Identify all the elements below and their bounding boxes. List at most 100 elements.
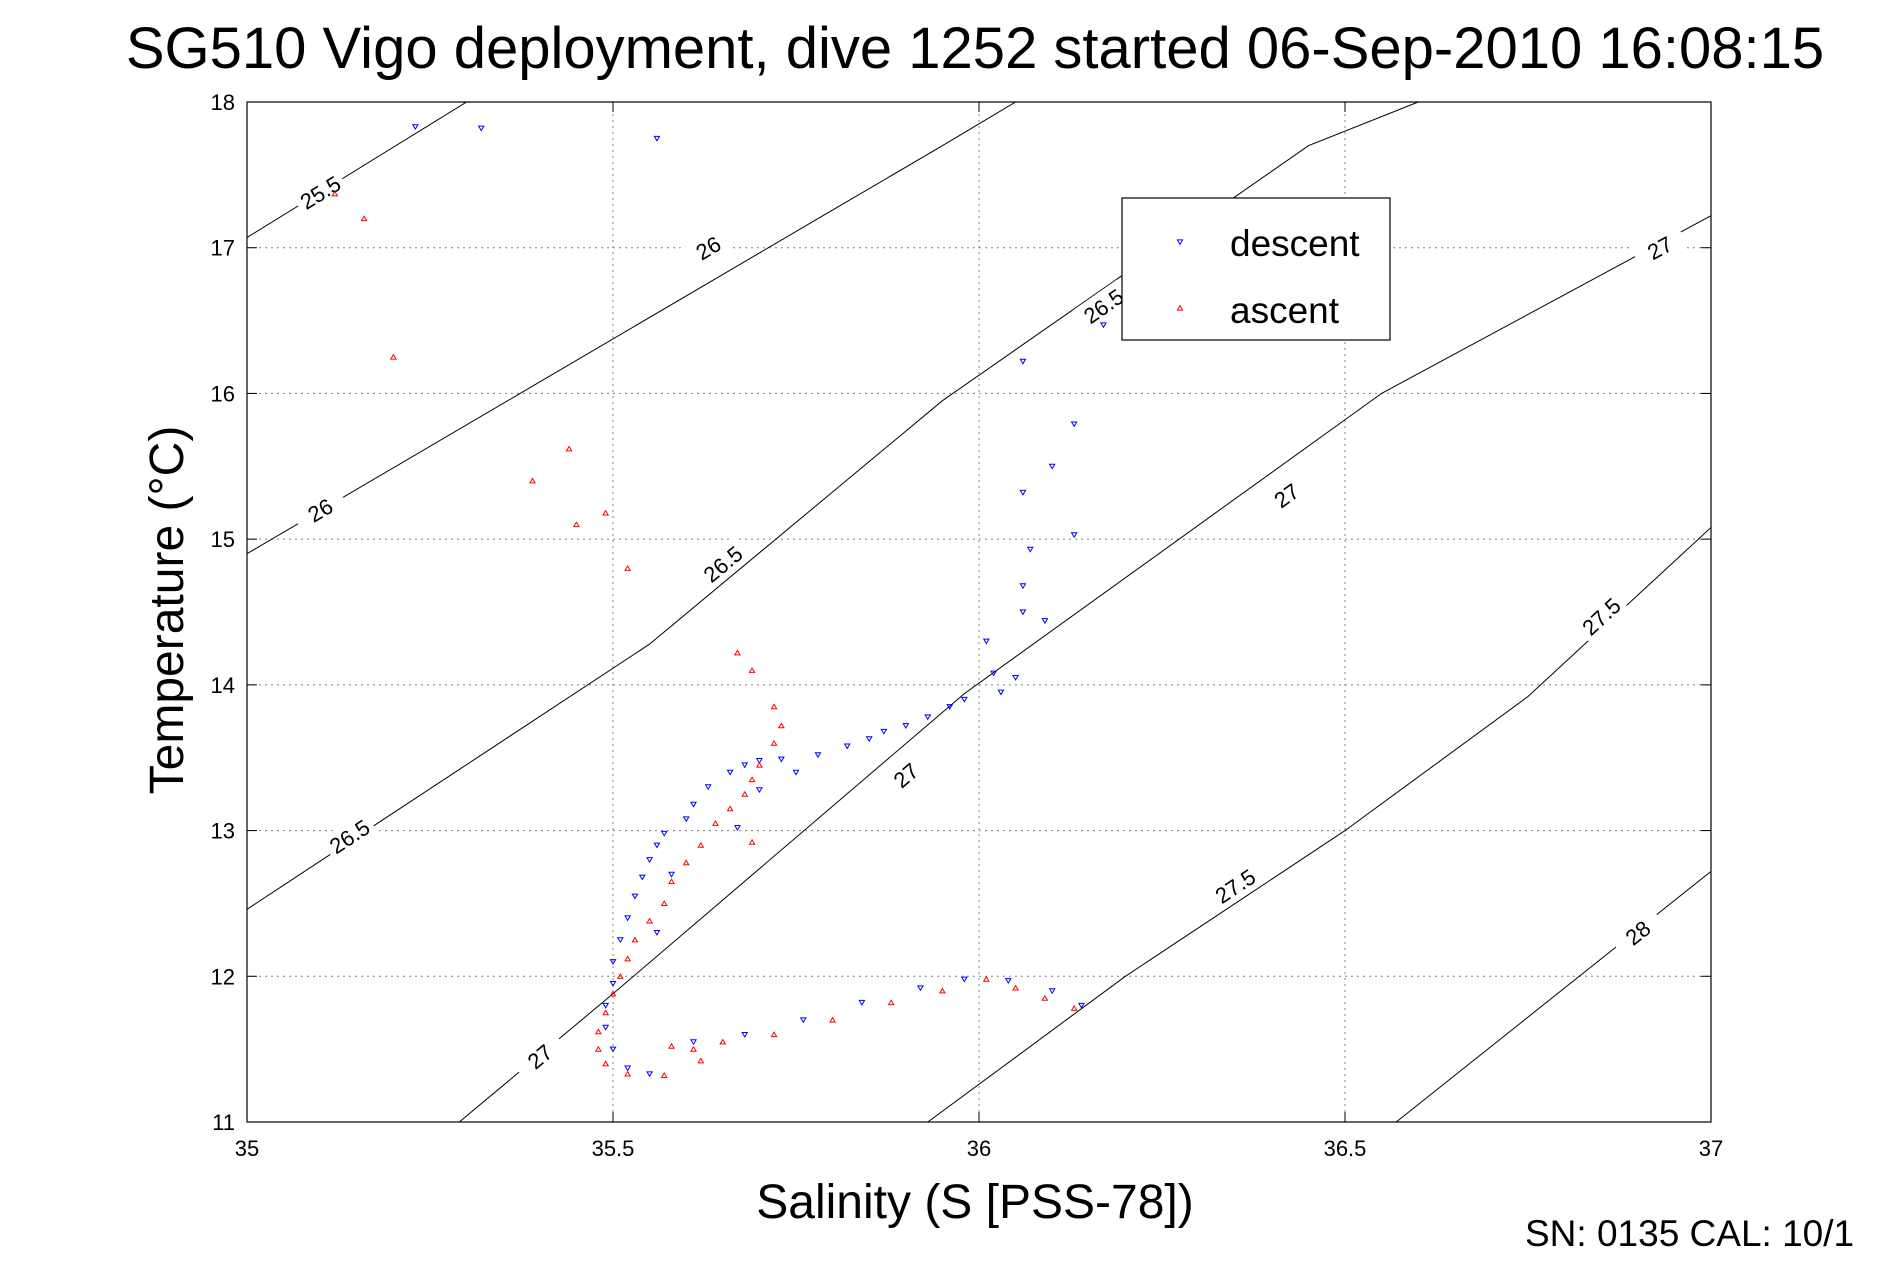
legend-marker-descent <box>1176 239 1184 246</box>
descent-point <box>997 689 1005 696</box>
ascent-point <box>770 1031 778 1038</box>
descent-point <box>1019 358 1027 365</box>
isopycnal-label-bg <box>290 166 349 217</box>
y-tick-label: 13 <box>211 819 235 844</box>
descent-point <box>690 801 697 808</box>
isopycnal-28 <box>1395 871 1711 1122</box>
descent-point <box>1048 463 1056 470</box>
ascent-point <box>331 190 339 197</box>
descent-point <box>1041 618 1049 625</box>
tick-labels: 35 35.5 36 36.5 37 11 12 13 14 15 16 17 18 <box>211 90 1724 1161</box>
isopycnal-25.5 <box>247 102 467 238</box>
grid-lines <box>247 102 1711 1122</box>
descent-point <box>1070 421 1078 428</box>
descent-point <box>960 696 968 703</box>
descent-point <box>616 937 624 944</box>
calibration-footer: SN: 0135 CAL: 10/1 <box>1525 1213 1854 1254</box>
x-tick-label: 35 <box>235 1136 259 1161</box>
descent-point <box>741 1031 749 1038</box>
descent-point <box>924 714 932 721</box>
ascent-point <box>777 722 785 729</box>
descent-point <box>777 756 785 763</box>
legend-marker-ascent <box>1176 304 1184 311</box>
descent-point <box>602 1024 610 1031</box>
ascent-point <box>755 761 763 768</box>
descent-point <box>741 762 749 769</box>
isopycnal-label-bg <box>693 536 751 590</box>
ascent-point <box>1012 984 1020 991</box>
ascent-point <box>748 666 756 673</box>
x-tick-label: 37 <box>1699 1136 1723 1161</box>
y-tick-label: 18 <box>211 90 235 115</box>
isopycnal-label-bg <box>1074 279 1132 331</box>
descent-point <box>755 758 763 764</box>
descent-point <box>609 980 617 987</box>
ascent-point <box>565 445 573 452</box>
descent-point <box>1019 583 1027 590</box>
descent-point <box>1078 1002 1085 1009</box>
descent-point <box>865 736 873 743</box>
descent-point <box>624 1065 632 1072</box>
legend: descent ascent <box>1121 197 1391 341</box>
ascent-point <box>982 975 990 982</box>
descent-point <box>1026 546 1034 553</box>
ascent-point <box>668 1042 676 1049</box>
ascent-point <box>529 477 536 484</box>
axis-ticks <box>246 101 1712 1123</box>
x-tick-label: 36.5 <box>1324 1136 1367 1161</box>
ascent-point <box>682 859 690 866</box>
descent-point <box>682 816 690 823</box>
ascent-point <box>1070 1005 1078 1011</box>
descent-point <box>646 1071 654 1078</box>
isopycnal-26 <box>247 102 1016 555</box>
descent-point <box>638 874 646 881</box>
ascent-point <box>829 1016 837 1023</box>
ascent-point <box>624 955 632 962</box>
isopycnal-27 <box>458 215 1711 1122</box>
data-points <box>331 124 1107 1078</box>
ascent-point <box>594 1028 602 1035</box>
ascent-point <box>602 509 610 516</box>
descent-point <box>946 704 954 711</box>
ascent-point <box>748 838 756 845</box>
y-tick-label: 16 <box>211 381 235 406</box>
x-tick-label: 35.5 <box>592 1136 635 1161</box>
y-tick-label: 15 <box>211 527 235 552</box>
ascent-point <box>616 972 624 979</box>
ascent-point <box>697 1057 705 1064</box>
ascent-point <box>609 990 617 997</box>
ascent-point <box>887 999 895 1006</box>
isopycnal-label-bg <box>1572 588 1629 643</box>
ascent-point <box>690 1045 697 1052</box>
ascent-point <box>646 917 654 924</box>
descent-point <box>1070 532 1078 539</box>
descent-point <box>602 1002 610 1009</box>
descent-point <box>799 1017 807 1024</box>
descent-point <box>858 999 866 1006</box>
ascent-point <box>624 564 632 571</box>
legend-label-descent: descent <box>1230 223 1360 264</box>
x-axis-label: Salinity (S [PSS-78]) <box>756 1176 1193 1229</box>
legend-marker-descent-shape <box>1176 239 1184 246</box>
ascent-point <box>712 819 719 826</box>
descent-point <box>982 638 990 645</box>
ascent-point <box>602 1009 610 1016</box>
ascent-point <box>360 215 368 222</box>
ascent-point <box>572 521 580 528</box>
descent-point <box>609 959 617 966</box>
descent-point <box>814 752 822 759</box>
descent-point <box>733 825 741 831</box>
legend-label-ascent: ascent <box>1230 290 1340 331</box>
y-tick-label: 12 <box>211 964 235 989</box>
descent-point <box>843 743 851 750</box>
descent-point <box>1012 674 1020 681</box>
descent-point <box>916 985 924 992</box>
isopycnal-label-bg <box>1257 468 1315 521</box>
ascent-point <box>631 936 639 943</box>
ascent-point <box>668 878 676 885</box>
ascent-point <box>748 776 756 783</box>
legend-marker-ascent-shape <box>1176 304 1184 311</box>
descent-point <box>411 124 419 131</box>
descent-point <box>653 842 661 849</box>
